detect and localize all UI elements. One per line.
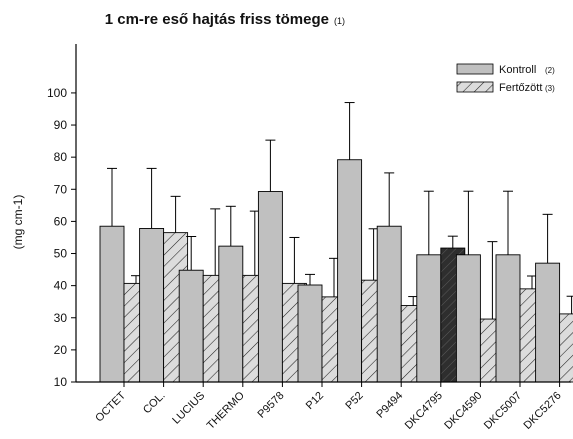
bar-kontroll-0 bbox=[99, 225, 125, 383]
y-axis-label: (mg cm-1) bbox=[11, 195, 25, 250]
x-tick-label-9: DKC4590 bbox=[442, 390, 484, 432]
x-tick-label-10: DKC5007 bbox=[482, 390, 524, 432]
x-tick-label-11: DKC5276 bbox=[522, 390, 564, 432]
y-tick-label-2: 30 bbox=[54, 311, 68, 325]
y-tick-label-5: 60 bbox=[54, 214, 68, 228]
x-tick-label-7: P9494 bbox=[374, 390, 405, 421]
legend-swatch-kontroll bbox=[456, 63, 494, 75]
bars bbox=[99, 102, 573, 383]
x-tick-label-2: LUCIUS bbox=[170, 390, 207, 427]
y-tick-label-9: 100 bbox=[47, 86, 67, 100]
y-tick-label-1: 20 bbox=[54, 343, 68, 357]
x-tick-label-4: P9578 bbox=[256, 390, 287, 421]
bar-kontroll-10 bbox=[495, 254, 521, 383]
bar-kontroll-5 bbox=[297, 284, 323, 383]
chart-title: 1 cm-re eső hajtás friss tömege (1) bbox=[105, 11, 345, 28]
bar-kontroll-8 bbox=[416, 254, 442, 383]
y-tick-label-8: 90 bbox=[54, 118, 68, 132]
legend-label-fertozott: Fertőzött bbox=[499, 82, 542, 94]
legend-note-kontroll: (2) bbox=[545, 66, 555, 75]
bar-kontroll-2 bbox=[178, 269, 204, 383]
y-tick-label-0: 10 bbox=[54, 375, 68, 389]
chart-title-text: 1 cm-re eső hajtás friss tömege bbox=[105, 11, 329, 28]
legend-label-kontroll: Kontroll bbox=[499, 64, 536, 76]
x-tick-label-8: DKC4795 bbox=[403, 390, 445, 432]
x-tick-label-1: COL. bbox=[141, 390, 168, 417]
x-tick-label-0: OCTET bbox=[93, 389, 128, 424]
y-tick-label-7: 80 bbox=[54, 150, 68, 164]
y-tick-label-3: 40 bbox=[54, 279, 68, 293]
bar-kontroll-6 bbox=[337, 159, 363, 383]
bar-kontroll-11 bbox=[535, 262, 561, 383]
y-axis: 10 20 30 40 50 60 70 80 90 100 bbox=[47, 44, 77, 389]
x-tick-label-5: P12 bbox=[304, 390, 326, 412]
y-tick-label-6: 70 bbox=[54, 182, 68, 196]
legend-swatch-fertozott bbox=[456, 81, 494, 93]
bar-kontroll-9 bbox=[455, 254, 481, 383]
bar-kontroll-3 bbox=[218, 245, 244, 383]
chart-title-note: (1) bbox=[334, 16, 345, 26]
y-tick-label-4: 50 bbox=[54, 247, 68, 261]
bar-kontroll-1 bbox=[139, 228, 165, 383]
legend-note-fertozott: (3) bbox=[545, 84, 555, 93]
x-tick-label-6: P52 bbox=[343, 390, 365, 412]
x-tick-label-3: THERMO bbox=[205, 389, 248, 432]
bar-fertozott-11 bbox=[559, 313, 573, 383]
bar-kontroll-4 bbox=[257, 191, 283, 383]
bar-kontroll-7 bbox=[376, 225, 402, 383]
legend: Kontroll (2) Fertőzött (3) bbox=[456, 63, 555, 94]
